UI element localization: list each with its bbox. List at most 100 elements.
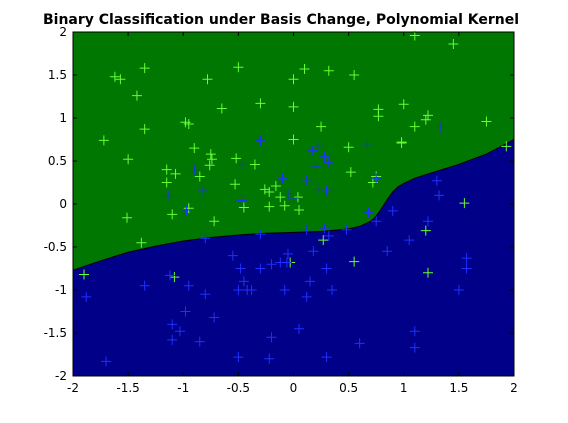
data-point-blue bbox=[362, 138, 373, 149]
x-tick-label: 2 bbox=[510, 381, 518, 395]
data-point-blue bbox=[312, 142, 323, 153]
data-point-blue bbox=[307, 145, 318, 156]
data-point-green bbox=[264, 201, 275, 212]
data-point-green bbox=[183, 203, 194, 214]
data-point-blue bbox=[282, 248, 293, 259]
data-point-green bbox=[288, 74, 299, 85]
data-point-blue bbox=[236, 195, 247, 206]
data-point-blue bbox=[255, 229, 266, 240]
y-tick-label: 2 bbox=[59, 25, 67, 39]
data-point-blue bbox=[174, 326, 185, 337]
y-tick-label: -2 bbox=[55, 369, 67, 383]
data-point-blue bbox=[233, 352, 244, 363]
data-point-green bbox=[275, 192, 286, 203]
data-point-blue bbox=[294, 323, 305, 334]
y-tick-label: 1 bbox=[59, 111, 67, 125]
data-point-blue bbox=[189, 164, 200, 175]
data-point-blue bbox=[301, 291, 312, 302]
data-point-green bbox=[292, 192, 303, 203]
x-tick-label: 0.5 bbox=[339, 381, 358, 395]
data-point-blue bbox=[461, 263, 472, 274]
data-point-green bbox=[123, 154, 134, 165]
decision-boundary bbox=[72, 139, 515, 271]
data-point-blue bbox=[453, 285, 464, 295]
data-point-green bbox=[139, 63, 150, 74]
data-point-green bbox=[230, 179, 241, 190]
x-tick-label: -0.5 bbox=[227, 381, 250, 395]
data-point-blue bbox=[363, 207, 374, 218]
data-point-green bbox=[98, 135, 109, 146]
data-point-blue bbox=[200, 289, 211, 300]
data-point-blue bbox=[371, 216, 382, 227]
data-point-blue bbox=[319, 151, 330, 162]
data-point-blue bbox=[409, 326, 420, 337]
x-axis: -2 -1.5 -1 -0.5 0 0.5 1 1.5 2 bbox=[67, 32, 518, 395]
data-point-blue bbox=[233, 285, 244, 295]
chart-title: Binary Classification under Basis Change… bbox=[43, 12, 519, 28]
data-point-blue bbox=[423, 216, 434, 227]
data-point-green bbox=[420, 114, 431, 125]
data-point-blue bbox=[198, 186, 209, 197]
data-point-blue bbox=[163, 190, 174, 201]
data-point-blue bbox=[181, 205, 192, 216]
data-point-blue bbox=[301, 224, 312, 235]
data-point-blue bbox=[321, 186, 332, 197]
data-point-green bbox=[255, 98, 266, 109]
y-tick-label: 0 bbox=[59, 197, 67, 211]
data-point-green bbox=[294, 205, 305, 216]
data-point-green bbox=[398, 99, 409, 110]
data-point-blue bbox=[279, 285, 290, 295]
data-point-green bbox=[233, 62, 244, 73]
data-point-blue bbox=[387, 205, 398, 216]
plot-area: -2 -1.5 -1 -0.5 0 0.5 1 1.5 2 -2 -1.5 -1 -0.5 0 0.5 1 1… bbox=[44, 25, 518, 395]
data-point-green bbox=[279, 200, 290, 211]
data-point-blue bbox=[288, 192, 299, 203]
x-tick-label: -1 bbox=[177, 381, 189, 395]
data-point-green bbox=[115, 74, 126, 85]
data-point-blue bbox=[308, 246, 319, 257]
data-point-green bbox=[264, 186, 275, 197]
data-point-blue bbox=[461, 253, 472, 264]
data-point-green bbox=[136, 237, 147, 248]
data-point-blue bbox=[200, 233, 211, 244]
data-point-green bbox=[259, 184, 270, 195]
data-point-green bbox=[288, 134, 299, 145]
data-point-green bbox=[349, 70, 360, 80]
data-point-blue bbox=[167, 319, 178, 330]
data-point-green bbox=[204, 160, 215, 171]
data-point-green bbox=[323, 65, 334, 76]
data-point-blue bbox=[255, 263, 266, 274]
data-point-blue bbox=[431, 175, 442, 186]
data-point-green bbox=[423, 110, 434, 121]
data-point-green bbox=[167, 209, 178, 220]
data-point-blue bbox=[341, 224, 352, 235]
data-point-blue bbox=[323, 157, 334, 168]
data-point-green bbox=[349, 256, 360, 267]
data-point-blue bbox=[266, 259, 277, 270]
y-axis: -2 -1.5 -1 -0.5 0 0.5 1 1.5 2 bbox=[44, 25, 514, 383]
y-tick-label: -0.5 bbox=[44, 240, 67, 254]
data-point-blue bbox=[354, 338, 365, 349]
region-lower bbox=[73, 139, 514, 376]
data-point-green bbox=[79, 269, 90, 280]
data-point-blue bbox=[227, 250, 238, 261]
data-point-blue bbox=[319, 223, 330, 234]
data-point-green bbox=[122, 212, 133, 223]
data-point-green bbox=[501, 141, 512, 152]
data-point-blue bbox=[209, 312, 220, 323]
data-point-blue bbox=[282, 188, 293, 199]
data-point-green bbox=[448, 39, 459, 50]
data-point-blue bbox=[277, 173, 288, 184]
data-point-green bbox=[238, 202, 249, 213]
y-tick-label: 0.5 bbox=[48, 154, 67, 168]
data-point-green bbox=[206, 154, 217, 165]
data-point-blue bbox=[321, 352, 332, 363]
data-point-green bbox=[216, 103, 227, 114]
data-point-green bbox=[396, 137, 407, 148]
data-point-blue bbox=[266, 332, 277, 343]
data-point-green bbox=[161, 177, 172, 188]
data-point-green bbox=[231, 153, 242, 164]
data-point-blue bbox=[180, 306, 191, 317]
points-layer bbox=[79, 30, 512, 367]
